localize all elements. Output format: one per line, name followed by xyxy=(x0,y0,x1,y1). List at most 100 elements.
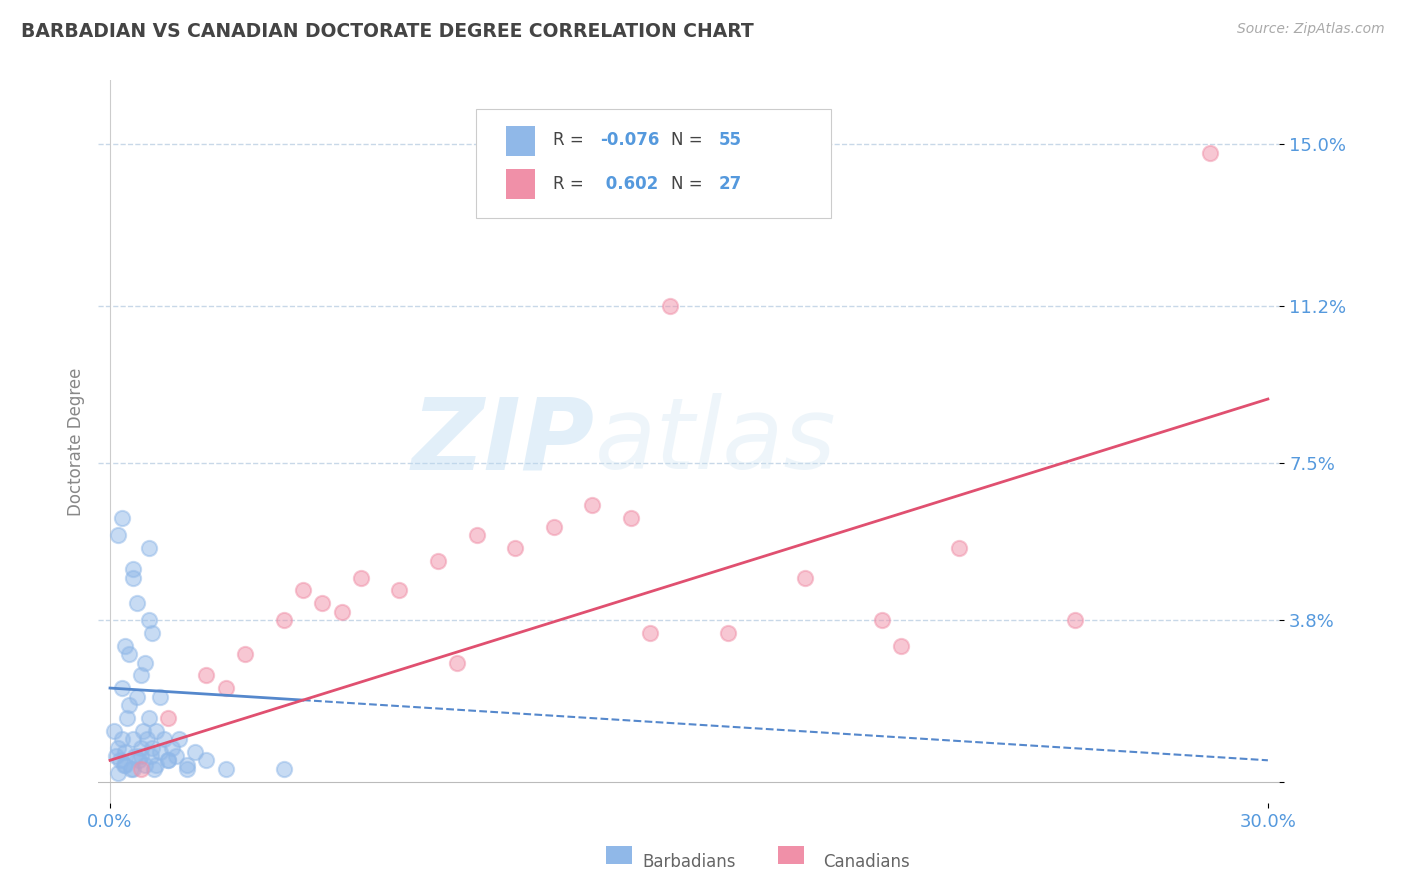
Text: Barbadians: Barbadians xyxy=(643,854,735,871)
Point xyxy=(129,740,152,755)
Point xyxy=(195,753,218,767)
Text: ZIP: ZIP xyxy=(412,393,595,490)
Point xyxy=(108,753,131,767)
Point xyxy=(427,553,450,567)
Point xyxy=(1199,145,1222,160)
Point xyxy=(107,766,129,780)
Point xyxy=(122,562,145,576)
Point xyxy=(129,668,152,682)
Point xyxy=(215,681,238,695)
FancyBboxPatch shape xyxy=(506,169,536,200)
Point xyxy=(114,639,136,653)
Text: N =: N = xyxy=(671,131,709,149)
Point xyxy=(125,690,148,704)
Point xyxy=(330,605,353,619)
Text: BARBADIAN VS CANADIAN DOCTORATE DEGREE CORRELATION CHART: BARBADIAN VS CANADIAN DOCTORATE DEGREE C… xyxy=(21,22,754,41)
Y-axis label: Doctorate Degree: Doctorate Degree xyxy=(66,368,84,516)
Point xyxy=(1064,613,1087,627)
Point xyxy=(129,762,152,776)
Point xyxy=(107,740,129,755)
Point xyxy=(143,762,166,776)
Point xyxy=(503,541,526,555)
Point xyxy=(581,498,603,512)
FancyBboxPatch shape xyxy=(606,847,633,864)
Point xyxy=(156,753,179,767)
Point xyxy=(176,762,198,776)
Point xyxy=(145,757,167,772)
Point xyxy=(114,745,136,759)
Point xyxy=(138,711,160,725)
Point xyxy=(543,519,565,533)
Point xyxy=(110,681,132,695)
Point xyxy=(195,668,218,682)
Point xyxy=(716,625,738,640)
Point xyxy=(446,656,468,670)
Point xyxy=(134,656,156,670)
Point xyxy=(122,570,145,584)
Point xyxy=(184,745,207,759)
Point xyxy=(129,749,152,764)
Point xyxy=(138,541,160,555)
Text: Canadians: Canadians xyxy=(823,854,910,871)
Text: N =: N = xyxy=(671,175,709,193)
Point xyxy=(112,757,135,772)
Point xyxy=(291,583,314,598)
Point xyxy=(118,647,141,661)
Point xyxy=(233,647,256,661)
Point xyxy=(153,732,176,747)
Point xyxy=(870,613,893,627)
Point xyxy=(118,698,141,712)
Point xyxy=(135,732,157,747)
Text: 0.602: 0.602 xyxy=(600,175,658,193)
Point xyxy=(640,625,662,640)
Point xyxy=(273,762,295,776)
Point xyxy=(215,762,238,776)
Text: R =: R = xyxy=(553,131,589,149)
Point xyxy=(110,511,132,525)
Point xyxy=(110,732,132,747)
Point xyxy=(620,511,643,525)
Point xyxy=(141,625,163,640)
Point xyxy=(350,570,373,584)
Text: 27: 27 xyxy=(718,175,742,193)
Text: atlas: atlas xyxy=(595,393,837,490)
Point xyxy=(120,762,142,776)
Point xyxy=(124,749,146,764)
Point xyxy=(122,762,145,776)
Point xyxy=(388,583,411,598)
Point xyxy=(134,757,156,772)
Point xyxy=(890,639,912,653)
Point xyxy=(169,732,191,747)
Point xyxy=(658,299,681,313)
Point xyxy=(145,723,167,738)
Point xyxy=(165,749,187,764)
Point xyxy=(139,749,162,764)
Point xyxy=(156,711,179,725)
Point xyxy=(793,570,815,584)
Point xyxy=(103,723,125,738)
Point xyxy=(122,732,145,747)
Text: -0.076: -0.076 xyxy=(600,131,659,149)
Text: 55: 55 xyxy=(718,131,741,149)
FancyBboxPatch shape xyxy=(477,109,831,218)
Text: R =: R = xyxy=(553,175,589,193)
Point xyxy=(149,690,172,704)
Point xyxy=(149,745,172,759)
Point xyxy=(141,740,163,755)
Point xyxy=(156,753,179,767)
Point xyxy=(117,711,139,725)
Point xyxy=(107,528,129,542)
Point xyxy=(273,613,295,627)
FancyBboxPatch shape xyxy=(506,126,536,156)
FancyBboxPatch shape xyxy=(778,847,803,864)
Point xyxy=(160,740,183,755)
Text: Source: ZipAtlas.com: Source: ZipAtlas.com xyxy=(1237,22,1385,37)
Point xyxy=(311,596,333,610)
Point xyxy=(948,541,970,555)
Point xyxy=(132,723,155,738)
Point xyxy=(128,753,150,767)
Point xyxy=(465,528,488,542)
Point xyxy=(138,613,160,627)
Point xyxy=(125,596,148,610)
Point xyxy=(114,757,136,772)
